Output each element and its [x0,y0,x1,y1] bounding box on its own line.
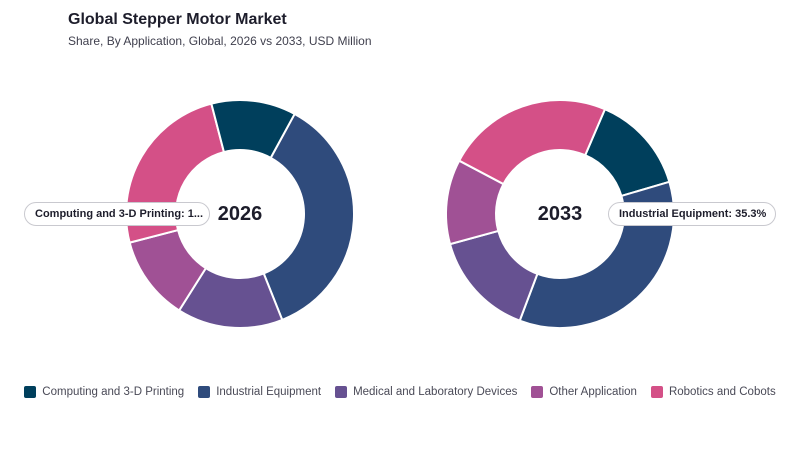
slice-tooltip-2033: Industrial Equipment: 35.3% [608,202,776,226]
donut-slice-2026-computing-and-3-d-printing[interactable] [210,99,297,160]
legend-label: Robotics and Cobots [668,386,776,398]
donut-slice-2033-medical-and-laboratory-devices[interactable] [448,229,539,322]
legend-item-robotics[interactable]: Robotics and Cobots [650,386,776,398]
legend-item-industrial[interactable]: Industrial Equipment [198,386,321,398]
legend-swatch [24,386,37,398]
legend-label: Industrial Equipment [216,386,322,398]
legend-label: Medical and Laboratory Devices [353,386,518,398]
donut-center-label-2033: 2033 [538,203,583,225]
legend-swatch [335,386,348,398]
chart-title: Global Stepper Motor Market [68,11,287,28]
legend-label: Other Application [549,386,637,398]
donut-slice-2026-industrial-equipment[interactable] [262,112,355,322]
legend-item-computing[interactable]: Computing and 3-D Printing [24,386,184,398]
legend-item-medical[interactable]: Medical and Laboratory Devices [335,386,517,398]
chart-subtitle: Share, By Application, Global, 2026 vs 2… [68,34,372,48]
legend-label: Computing and 3-D Printing [42,386,185,398]
chart-legend: Computing and 3-D Printing Industrial Eq… [0,386,800,398]
legend-swatch [198,386,211,398]
slice-tooltip-2026: Computing and 3-D Printing: 1... [24,202,210,226]
legend-swatch [531,386,544,398]
donut-center-label-2026: 2026 [218,203,263,225]
legend-item-other[interactable]: Other Application [531,386,637,398]
donut-2033 [445,99,675,329]
donut-slice-2033-robotics-and-cobots[interactable] [457,99,607,186]
legend-swatch [650,386,663,398]
